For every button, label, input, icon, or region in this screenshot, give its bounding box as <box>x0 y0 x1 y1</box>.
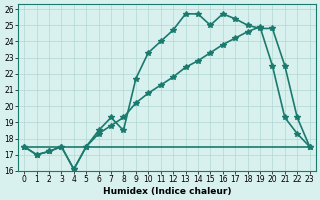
X-axis label: Humidex (Indice chaleur): Humidex (Indice chaleur) <box>103 187 231 196</box>
